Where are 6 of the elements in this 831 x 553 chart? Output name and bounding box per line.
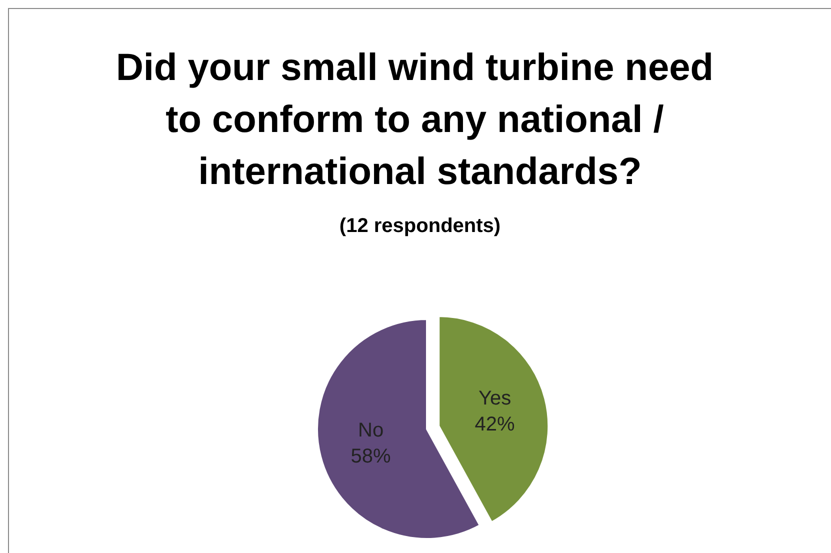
chart-title: Did your small wind turbine need to conform to any national / international standards? — [116, 47, 724, 193]
data-label: 58% — [350, 445, 392, 468]
slice-label: No — [358, 419, 384, 442]
data-label: 42% — [474, 414, 516, 436]
slice-label: Yes — [478, 388, 512, 410]
chart-subtitle: (12 respondents) — [339, 215, 501, 237]
